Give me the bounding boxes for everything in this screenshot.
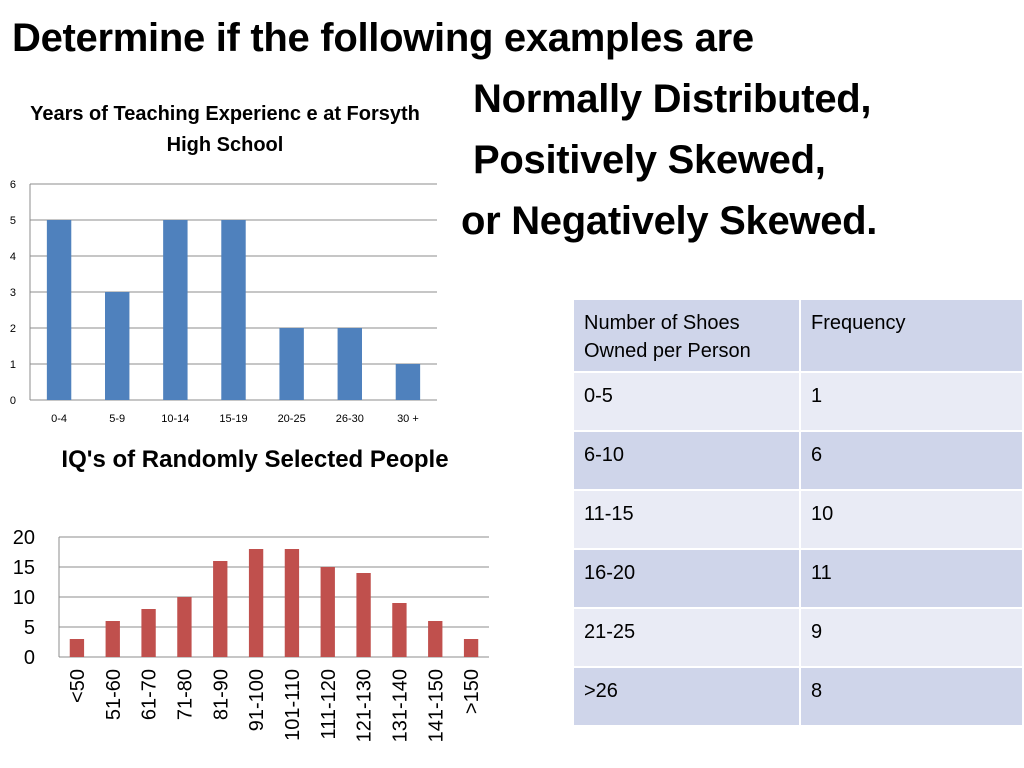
y-tick-label: 15 bbox=[13, 557, 35, 579]
y-tick-label: 5 bbox=[10, 215, 16, 227]
bar bbox=[105, 292, 130, 400]
x-tick-label: 5-9 bbox=[109, 413, 125, 425]
bar bbox=[248, 549, 264, 657]
table-cell: 11 bbox=[799, 548, 1024, 609]
table-cell: 8 bbox=[799, 666, 1024, 727]
table-row: 21-25 9 bbox=[572, 607, 1024, 668]
table-cell: 21-25 bbox=[572, 607, 801, 668]
x-tick-label: <50 bbox=[67, 669, 89, 703]
x-tick-label: 131-140 bbox=[389, 669, 411, 742]
y-tick-label: 2 bbox=[10, 323, 16, 335]
y-tick-label: 6 bbox=[10, 179, 16, 191]
table-header-cell: Frequency bbox=[799, 298, 1024, 373]
heading-line-3: Positively Skewed, bbox=[473, 138, 826, 182]
table-cell: >26 bbox=[572, 666, 801, 727]
table-row: 6-10 6 bbox=[572, 430, 1024, 491]
bar bbox=[177, 597, 192, 657]
bar bbox=[284, 549, 300, 657]
table-cell: 16-20 bbox=[572, 548, 801, 609]
table-cell: 6-10 bbox=[572, 430, 801, 491]
x-tick-label: 91-100 bbox=[246, 669, 268, 731]
x-tick-label: >150 bbox=[461, 669, 483, 714]
shoes-frequency-table: Number of Shoes Owned per Person Frequen… bbox=[572, 298, 1024, 727]
y-tick-label: 20 bbox=[13, 527, 35, 549]
table-header-row: Number of Shoes Owned per Person Frequen… bbox=[572, 298, 1024, 373]
x-tick-label: 61-70 bbox=[139, 669, 161, 720]
iq-chart-title: IQ's of Randomly Selected People bbox=[61, 446, 449, 473]
table-cell: 10 bbox=[799, 489, 1024, 550]
x-tick-label: 10-14 bbox=[161, 413, 189, 425]
x-tick-label: 141-150 bbox=[425, 669, 447, 742]
bar bbox=[221, 220, 246, 400]
table-row: >26 8 bbox=[572, 666, 1024, 727]
y-tick-label: 0 bbox=[24, 647, 35, 669]
x-tick-label: 20-25 bbox=[278, 413, 306, 425]
bar bbox=[392, 603, 407, 657]
bar bbox=[163, 220, 188, 400]
bar bbox=[213, 561, 228, 657]
table-row: 11-15 10 bbox=[572, 489, 1024, 550]
x-tick-label: 81-90 bbox=[210, 669, 232, 720]
x-tick-label: 15-19 bbox=[219, 413, 247, 425]
bar bbox=[428, 621, 443, 657]
bar bbox=[46, 220, 72, 400]
teaching-chart-title: Years of Teaching Experienc e at Forsyth… bbox=[30, 103, 420, 156]
x-tick-label: 0-4 bbox=[51, 413, 67, 425]
table-row: 0-5 1 bbox=[572, 371, 1024, 432]
y-tick-label: 4 bbox=[10, 251, 16, 263]
bar bbox=[141, 609, 156, 657]
table-cell: 6 bbox=[799, 430, 1024, 491]
bar bbox=[105, 621, 120, 657]
bar bbox=[69, 639, 85, 657]
heading-line-4: or Negatively Skewed. bbox=[461, 199, 878, 243]
table-header-cell: Number of Shoes Owned per Person bbox=[572, 298, 801, 373]
bar bbox=[320, 567, 335, 657]
x-tick-label: 30 + bbox=[397, 413, 419, 425]
bar bbox=[463, 639, 479, 657]
y-tick-label: 10 bbox=[13, 587, 35, 609]
x-tick-label: 101-110 bbox=[282, 669, 304, 741]
bar bbox=[356, 573, 371, 657]
heading-line-2: Normally Distributed, bbox=[473, 77, 872, 121]
x-tick-label: 26-30 bbox=[336, 413, 364, 425]
y-tick-label: 3 bbox=[10, 287, 16, 299]
heading-line-1: Determine if the following examples are bbox=[12, 16, 754, 60]
bar bbox=[395, 364, 421, 400]
bar bbox=[337, 328, 362, 400]
y-tick-label: 1 bbox=[10, 359, 16, 371]
x-tick-label: 71-80 bbox=[174, 669, 196, 720]
x-tick-label: 111-120 bbox=[318, 669, 340, 739]
x-tick-label: 121-130 bbox=[354, 669, 376, 742]
table-cell: 11-15 bbox=[572, 489, 801, 550]
y-tick-label: 0 bbox=[10, 395, 16, 407]
table-cell: 0-5 bbox=[572, 371, 801, 432]
table-row: 16-20 11 bbox=[572, 548, 1024, 609]
table-cell: 9 bbox=[799, 607, 1024, 668]
x-tick-label: 51-60 bbox=[103, 669, 125, 720]
table-cell: 1 bbox=[799, 371, 1024, 432]
y-tick-label: 5 bbox=[24, 617, 35, 639]
bar bbox=[279, 328, 304, 400]
